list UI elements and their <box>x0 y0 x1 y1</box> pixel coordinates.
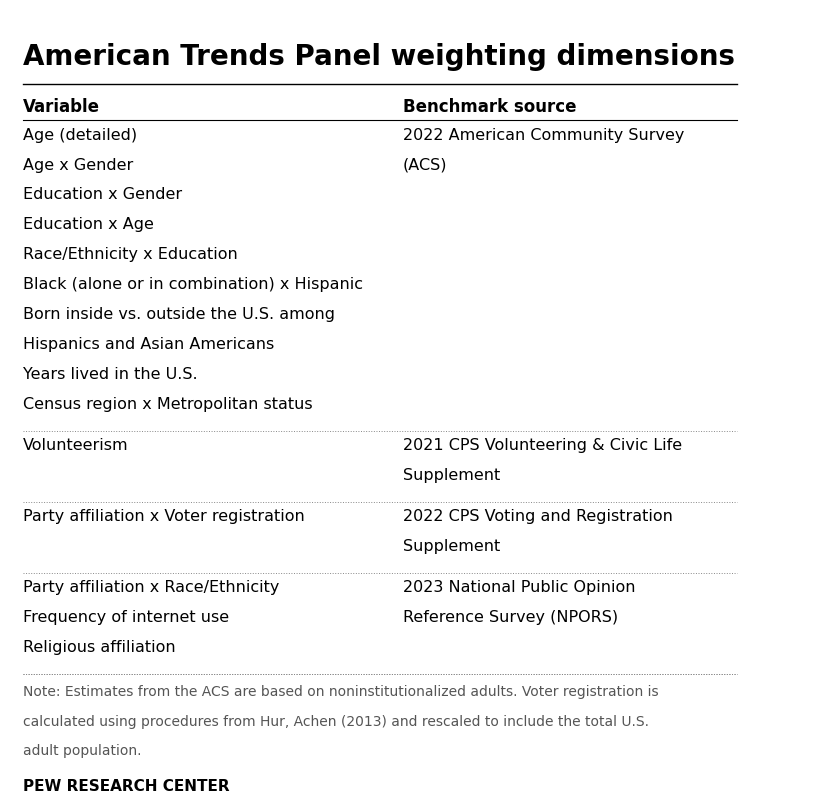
Text: adult population.: adult population. <box>23 743 141 758</box>
Text: PEW RESEARCH CENTER: PEW RESEARCH CENTER <box>23 779 229 794</box>
Text: Years lived in the U.S.: Years lived in the U.S. <box>23 367 197 382</box>
Text: 2021 CPS Volunteering & Civic Life: 2021 CPS Volunteering & Civic Life <box>402 438 681 453</box>
Text: Party affiliation x Voter registration: Party affiliation x Voter registration <box>23 509 305 524</box>
Text: Born inside vs. outside the U.S. among: Born inside vs. outside the U.S. among <box>23 307 335 322</box>
Text: Education x Gender: Education x Gender <box>23 188 182 202</box>
Text: American Trends Panel weighting dimensions: American Trends Panel weighting dimensio… <box>23 43 735 72</box>
Text: Age x Gender: Age x Gender <box>23 158 133 173</box>
Text: Education x Age: Education x Age <box>23 217 154 232</box>
Text: Supplement: Supplement <box>402 539 500 554</box>
Text: 2022 CPS Voting and Registration: 2022 CPS Voting and Registration <box>402 509 672 524</box>
Text: calculated using procedures from Hur, Achen (2013) and rescaled to include the t: calculated using procedures from Hur, Ac… <box>23 715 648 728</box>
Text: Age (detailed): Age (detailed) <box>23 127 137 142</box>
Text: Religious affiliation: Religious affiliation <box>23 640 176 654</box>
Text: Reference Survey (NPORS): Reference Survey (NPORS) <box>402 610 617 625</box>
Text: Census region x Metropolitan status: Census region x Metropolitan status <box>23 397 312 412</box>
Text: Race/Ethnicity x Education: Race/Ethnicity x Education <box>23 248 238 263</box>
Text: Note: Estimates from the ACS are based on noninstitutionalized adults. Voter reg: Note: Estimates from the ACS are based o… <box>23 685 659 700</box>
Text: Volunteerism: Volunteerism <box>23 438 129 453</box>
Text: 2022 American Community Survey: 2022 American Community Survey <box>402 127 684 142</box>
Text: Black (alone or in combination) x Hispanic: Black (alone or in combination) x Hispan… <box>23 277 363 292</box>
Text: Variable: Variable <box>23 99 100 116</box>
Text: Hispanics and Asian Americans: Hispanics and Asian Americans <box>23 338 274 352</box>
Text: Supplement: Supplement <box>402 468 500 483</box>
Text: Frequency of internet use: Frequency of internet use <box>23 610 229 625</box>
Text: (ACS): (ACS) <box>402 158 447 173</box>
Text: 2023 National Public Opinion: 2023 National Public Opinion <box>402 579 635 595</box>
Text: Benchmark source: Benchmark source <box>402 99 576 116</box>
Text: Party affiliation x Race/Ethnicity: Party affiliation x Race/Ethnicity <box>23 579 279 595</box>
